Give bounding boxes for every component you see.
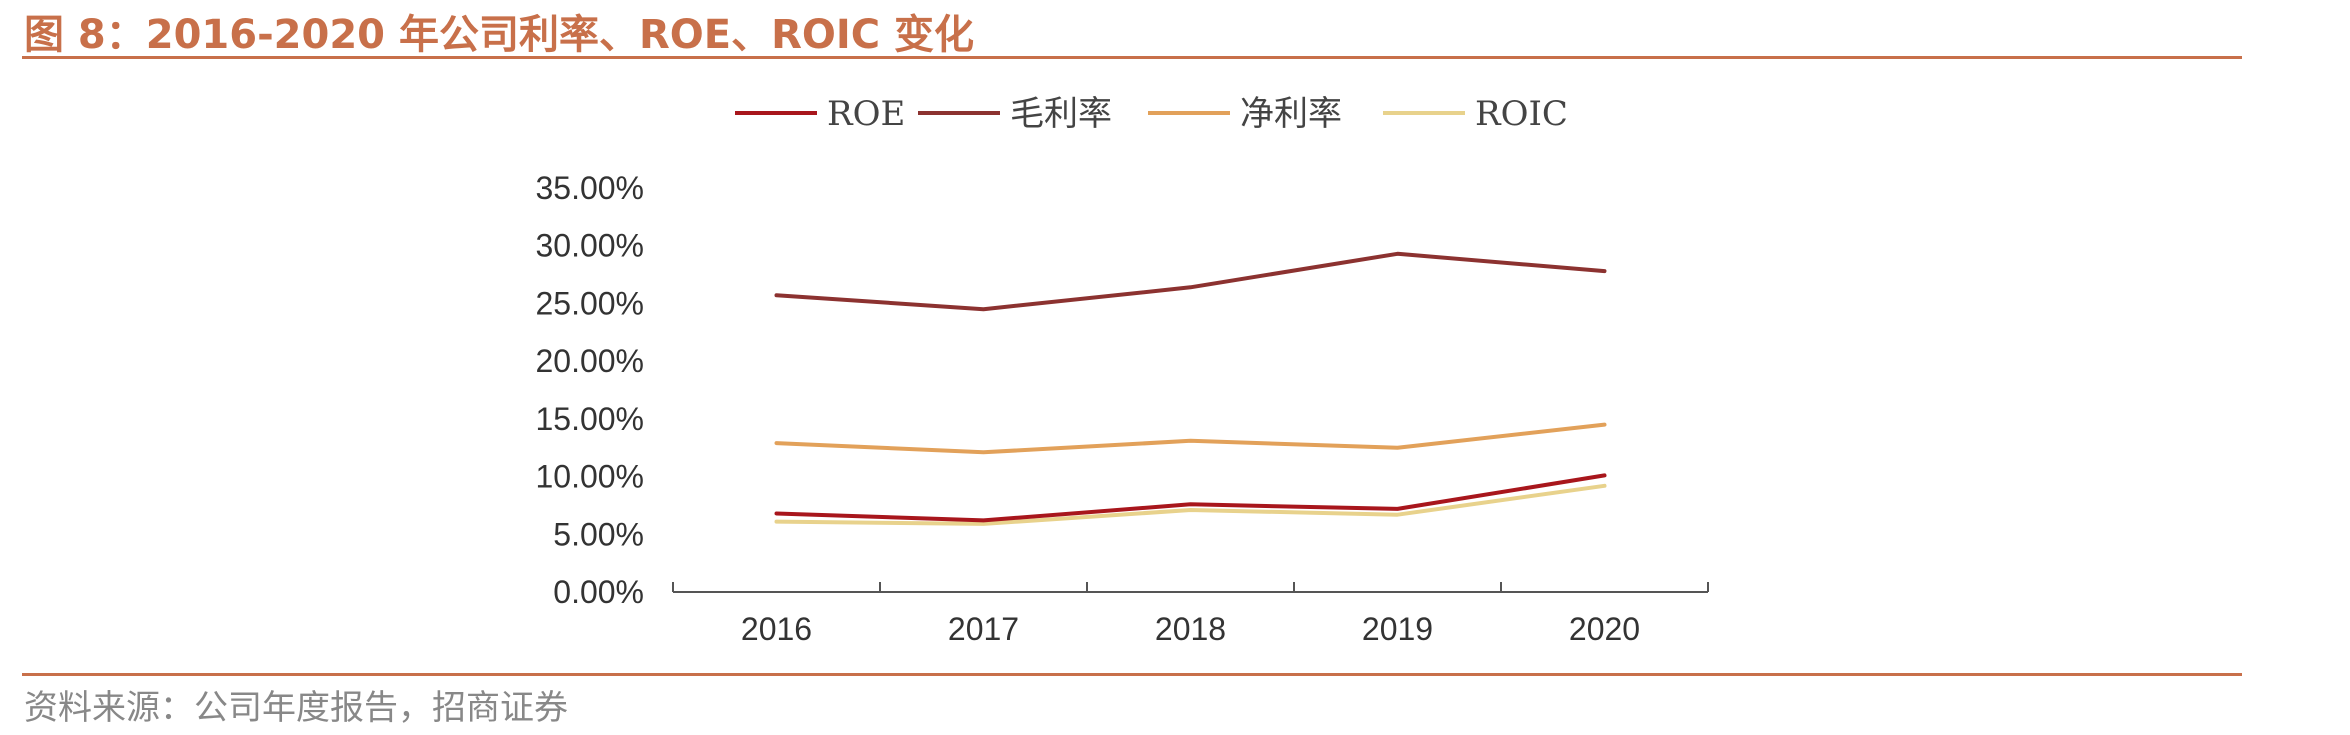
y-axis-ticks: 0.00% 5.00% 10.00% 15.00% 20.00% 25.00% 30.00%… xyxy=(535,170,644,610)
legend-label: ROE xyxy=(827,94,905,134)
title-divider xyxy=(22,56,2242,59)
y-tick-label: 35.00% xyxy=(535,170,644,206)
series-line xyxy=(774,473,1607,523)
x-tick-label: 2017 xyxy=(948,611,1019,647)
x-axis: 2016 2017 2018 2019 2020 xyxy=(672,582,1709,647)
x-tick-label: 2016 xyxy=(741,611,812,647)
y-tick-label: 5.00% xyxy=(553,516,644,552)
chart-legend: ROE 毛利率 净利率 ROIC xyxy=(735,94,1568,134)
y-tick-label: 10.00% xyxy=(535,459,644,495)
series-lines xyxy=(774,251,1607,526)
y-tick-label: 25.00% xyxy=(535,285,644,321)
figure-title: 图 8：2016-2020 年公司利率、ROE、ROIC 变化 xyxy=(24,12,975,58)
series-line xyxy=(774,251,1607,312)
x-tick-label: 2019 xyxy=(1362,611,1433,647)
y-tick-label: 15.00% xyxy=(535,401,644,437)
y-tick-label: 0.00% xyxy=(553,574,644,610)
y-tick-label: 30.00% xyxy=(535,228,644,264)
footer-divider xyxy=(22,673,2242,676)
line-chart: ROE 毛利率 净利率 ROIC 0.00% 5.00% 10.00% 15.00% 20.0… xyxy=(535,94,1709,647)
legend-label: 净利率 xyxy=(1240,94,1342,134)
x-tick-label: 2020 xyxy=(1569,611,1640,647)
source-note: 资料来源：公司年度报告，招商证券 xyxy=(24,688,568,728)
series-line xyxy=(774,483,1607,526)
legend-label: 毛利率 xyxy=(1010,94,1112,134)
legend-label: ROIC xyxy=(1475,94,1568,134)
y-tick-label: 20.00% xyxy=(535,343,644,379)
x-tick-label: 2018 xyxy=(1155,611,1226,647)
series-line xyxy=(774,422,1607,455)
